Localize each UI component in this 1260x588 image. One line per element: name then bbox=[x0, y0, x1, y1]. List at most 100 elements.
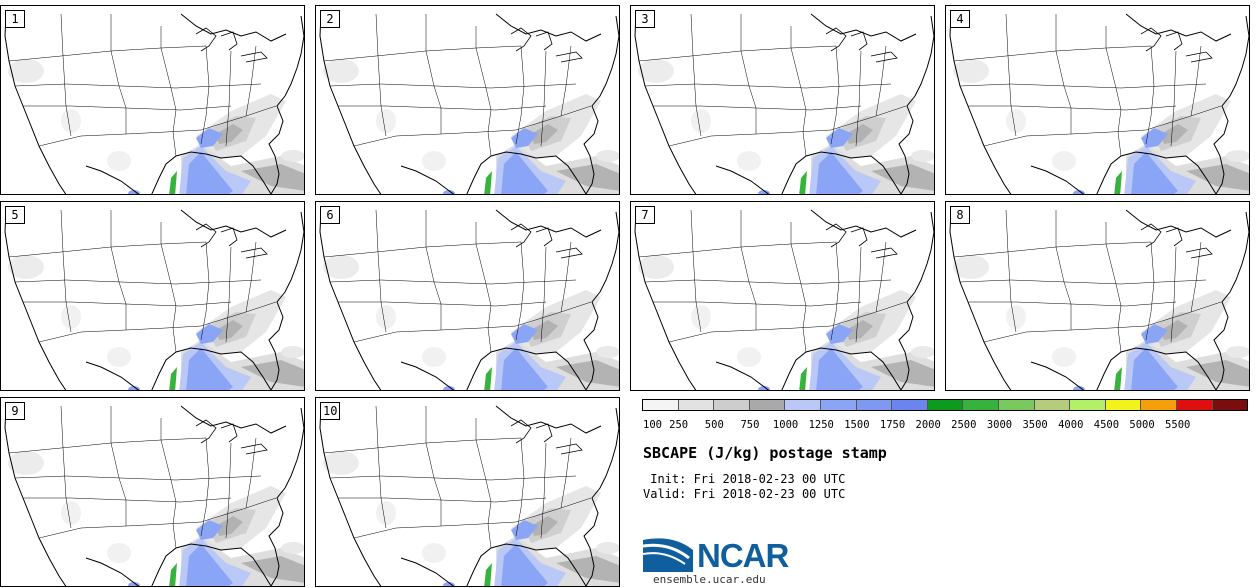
state-borders bbox=[953, 13, 1222, 157]
state-borders bbox=[323, 405, 592, 549]
sbcape-map bbox=[949, 13, 1249, 194]
panel-number: 2 bbox=[320, 10, 340, 28]
valid-time: Valid: Fri 2018-02-23 00 UTC bbox=[643, 487, 846, 501]
colorbar-swatch bbox=[963, 400, 999, 410]
state-borders bbox=[953, 209, 1222, 353]
state-borders bbox=[323, 13, 592, 157]
great-lakes bbox=[1140, 27, 1213, 63]
coastlines bbox=[4, 405, 304, 586]
great-lakes bbox=[510, 419, 583, 455]
panel-number: 5 bbox=[5, 206, 25, 224]
coastlines bbox=[634, 209, 934, 390]
coastlines bbox=[4, 13, 304, 194]
colorbar-swatch bbox=[927, 400, 964, 410]
forecast-panel: 3 bbox=[630, 5, 935, 195]
great-lakes bbox=[1140, 223, 1213, 259]
forecast-panel: 7 bbox=[630, 201, 935, 391]
colorbar-tick-label: 3000 bbox=[986, 419, 1013, 431]
colorbar-swatch bbox=[1212, 400, 1248, 410]
colorbar-tick-label: 5000 bbox=[1129, 419, 1155, 431]
colorbar-swatch bbox=[820, 400, 857, 410]
colorbar-tick-label: 100 bbox=[643, 419, 662, 431]
panel-number: 4 bbox=[950, 10, 970, 28]
cape-shading bbox=[638, 255, 934, 390]
sbcape-map bbox=[319, 209, 619, 390]
forecast-panel: 5 bbox=[0, 201, 305, 391]
cape-shading bbox=[323, 59, 619, 194]
colorbar-swatch bbox=[1141, 400, 1177, 410]
great-lakes bbox=[195, 419, 268, 455]
init-time: Init: Fri 2018-02-23 00 UTC bbox=[643, 472, 846, 486]
panel-number: 6 bbox=[320, 206, 340, 224]
ncar-logo-icon bbox=[643, 538, 693, 572]
state-borders bbox=[638, 13, 907, 157]
state-borders bbox=[8, 209, 277, 353]
great-lakes bbox=[195, 27, 268, 63]
colorbar-swatch bbox=[856, 400, 893, 410]
cape-shading bbox=[8, 451, 304, 586]
colorbar-tick-label: 250 bbox=[669, 419, 689, 431]
colorbar-swatch bbox=[1070, 400, 1106, 410]
colorbar-tick-label: 750 bbox=[740, 419, 760, 431]
forecast-panel: 10 bbox=[315, 397, 620, 587]
great-lakes bbox=[825, 223, 898, 259]
colorbar-swatch bbox=[785, 400, 821, 410]
panel-number: 8 bbox=[950, 206, 970, 224]
colorbar-swatch bbox=[643, 400, 679, 410]
sbcape-map bbox=[949, 209, 1249, 390]
plot-title: SBCAPE (J/kg) postage stamp bbox=[643, 444, 887, 462]
sbcape-map bbox=[4, 405, 304, 586]
cape-shading bbox=[323, 451, 619, 586]
logo-url: ensemble.ucar.edu bbox=[653, 573, 766, 586]
great-lakes bbox=[195, 223, 268, 259]
forecast-panel: 4 bbox=[945, 5, 1250, 195]
forecast-panel: 6 bbox=[315, 201, 620, 391]
colorbar-swatch bbox=[678, 400, 715, 410]
cape-shading bbox=[953, 255, 1249, 390]
panel-number: 3 bbox=[635, 10, 655, 28]
colorbar-tick-label: 5500 bbox=[1165, 419, 1191, 431]
sbcape-map bbox=[319, 13, 619, 194]
colorbar-swatch bbox=[1176, 400, 1213, 410]
colorbar-tick-label: 4000 bbox=[1058, 419, 1084, 431]
panel-number: 9 bbox=[5, 402, 25, 420]
colorbar-swatch bbox=[749, 400, 786, 410]
cape-shading bbox=[8, 255, 304, 390]
colorbar bbox=[642, 399, 1248, 411]
panel-number: 10 bbox=[320, 402, 341, 420]
forecast-panel: 9 bbox=[0, 397, 305, 587]
state-borders bbox=[323, 209, 592, 353]
coastlines bbox=[319, 209, 619, 390]
colorbar-ticks: 100 250 500 750 1000 1250 1500 1750 2000 2500 3000… bbox=[643, 419, 1249, 433]
colorbar-swatch bbox=[998, 400, 1035, 410]
cape-shading bbox=[8, 59, 304, 194]
colorbar-tick-label: 4500 bbox=[1093, 419, 1120, 431]
colorbar-swatch bbox=[714, 400, 750, 410]
sbcape-map bbox=[319, 405, 619, 586]
great-lakes bbox=[510, 223, 583, 259]
forecast-panel: 8 bbox=[945, 201, 1250, 391]
cape-shading bbox=[953, 59, 1249, 194]
great-lakes bbox=[510, 27, 583, 63]
sbcape-map bbox=[4, 209, 304, 390]
colorbar-swatch bbox=[892, 400, 928, 410]
colorbar-tick-label: 500 bbox=[704, 419, 724, 431]
sbcape-map bbox=[4, 13, 304, 194]
forecast-panel: 2 bbox=[315, 5, 620, 195]
colorbar-tick-label: 3500 bbox=[1022, 419, 1048, 431]
colorbar-tick-label: 1750 bbox=[879, 419, 906, 431]
state-borders bbox=[638, 209, 907, 353]
logo-wordmark: NCAR bbox=[697, 537, 789, 574]
state-borders bbox=[8, 13, 277, 157]
state-borders bbox=[8, 405, 277, 549]
panel-number: 7 bbox=[635, 206, 655, 224]
colorbar-tick-label: 1250 bbox=[808, 419, 834, 431]
colorbar-swatch bbox=[1034, 400, 1071, 410]
colorbar-tick-label: 1000 bbox=[772, 419, 799, 431]
colorbar-tick-label: 2500 bbox=[951, 419, 977, 431]
panel-number: 1 bbox=[5, 10, 25, 28]
colorbar-tick-label: 2000 bbox=[915, 419, 941, 431]
colorbar-tick-label: 1500 bbox=[844, 419, 870, 431]
great-lakes bbox=[825, 27, 898, 63]
forecast-panel: 1 bbox=[0, 5, 305, 195]
